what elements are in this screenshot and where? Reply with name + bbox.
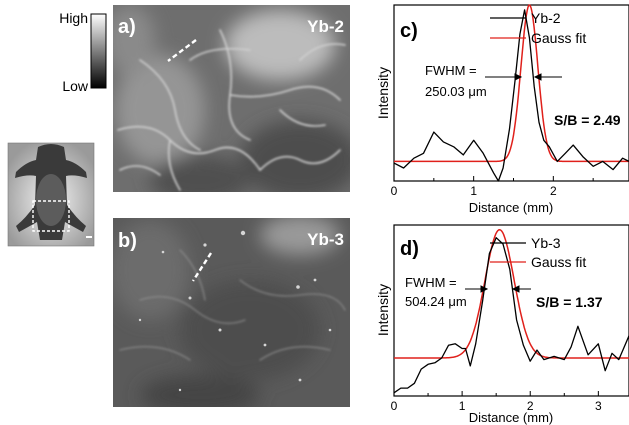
chart-d-panel-label: d) <box>400 238 419 260</box>
chart-c-legend-label-data: Yb-2 <box>531 10 561 26</box>
chart-d-frame <box>393 224 629 397</box>
chart-d-xtick-label: 1 <box>459 399 466 413</box>
chart-d-data-layer <box>393 237 629 394</box>
chart-c-fit-layer <box>394 4 629 163</box>
chart-d-fit-layer <box>394 229 629 359</box>
chart-d-xtick-label: 2 <box>527 399 534 413</box>
image-panel-b: b) Yb-3 <box>113 218 350 407</box>
chart-d-xtick-label: 0 <box>391 399 398 413</box>
chart-d-ticks: 0 1 2 3 <box>391 391 602 413</box>
colorbar-low-label: Low <box>62 78 89 94</box>
chart-c-xtick-label: 2 <box>550 184 557 198</box>
chart-c-ticks: 0 1 2 <box>391 176 594 198</box>
chart-d-ylabel: Intensity <box>375 284 391 336</box>
line-profile-marker-a <box>167 39 197 62</box>
image-label-b: b) <box>118 230 137 252</box>
chart-c-series-yb-2 <box>393 9 629 182</box>
line-profile-marker-b <box>191 252 213 282</box>
chart-c: 0 1 2 c) Intensity Distance (mm) Yb-2 Gaus… <box>375 4 629 215</box>
image-name-a: Yb-2 <box>307 17 344 36</box>
chart-d-series-gauss-fit <box>394 229 629 359</box>
chart-c-sb-label: S/B = 2.49 <box>554 112 621 128</box>
colorbar: High Low <box>59 10 107 94</box>
chart-c-series-gauss-fit <box>394 4 629 163</box>
image-panel-a: a) Yb-2 <box>113 5 350 192</box>
chart-d-xtick-label: 3 <box>595 399 602 413</box>
chart-d-xlabel: Distance (mm) <box>469 410 554 425</box>
chart-d-legend-label-data: Yb-3 <box>531 235 561 251</box>
chart-c-frame <box>393 4 629 182</box>
colorbar-gradient <box>90 13 107 89</box>
chart-d-series-yb-3 <box>393 237 629 394</box>
chart-c-xlabel: Distance (mm) <box>469 200 554 215</box>
image-label-a: a) <box>118 16 136 38</box>
chart-c-ylabel: Intensity <box>375 67 391 119</box>
chart-c-panel-label: c) <box>400 20 418 42</box>
chart-d-legend: Yb-3 Gauss fit <box>490 235 586 270</box>
chart-c-xtick-label: 1 <box>470 184 477 198</box>
chart-c-legend: Yb-2 Gauss fit <box>490 10 586 46</box>
chart-d-fwhm-arrows <box>465 285 531 293</box>
chart-c-fwhm-value: 250.03 μm <box>425 84 487 99</box>
image-name-b: Yb-3 <box>307 230 344 249</box>
chart-c-legend-label-fit: Gauss fit <box>531 30 586 46</box>
chart-c-fwhm-label: FWHM = <box>425 63 477 78</box>
chart-c-xtick-label: 0 <box>391 184 398 198</box>
chart-c-data-layer <box>393 9 629 182</box>
chart-d: 0 1 2 3 d) Intensity Distance (mm) Yb-3 Gau… <box>375 224 629 425</box>
chart-d-fwhm-value: 504.24 μm <box>405 294 467 309</box>
chart-c-fwhm-arrows <box>485 73 562 81</box>
chart-d-sb-label: S/B = 1.37 <box>536 294 603 310</box>
chart-d-fwhm-label: FWHM = <box>405 275 457 290</box>
mouse-image <box>7 142 95 247</box>
colorbar-high-label: High <box>59 10 88 26</box>
mouse-roi-box <box>32 200 70 232</box>
chart-d-legend-label-fit: Gauss fit <box>531 254 586 270</box>
